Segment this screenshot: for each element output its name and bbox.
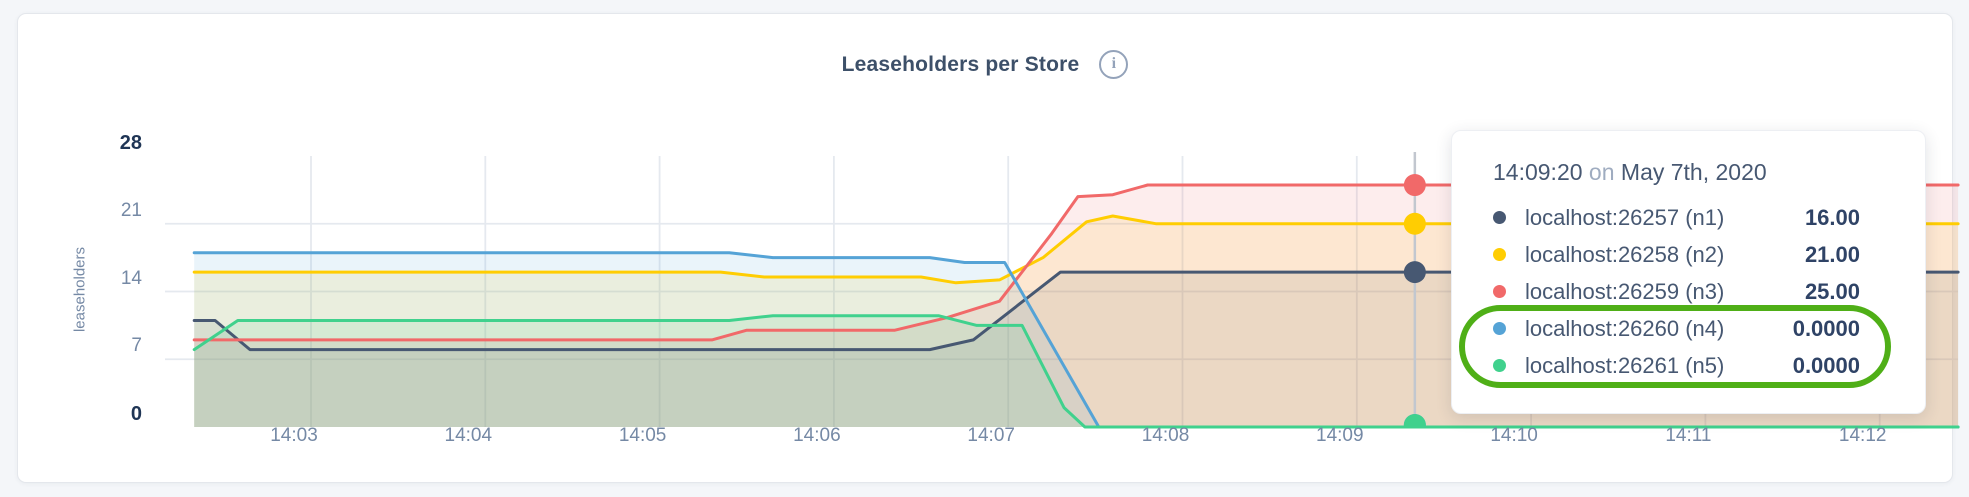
series-area xyxy=(194,315,1959,427)
tooltip-timestamp: 14:09:20 on May 7th, 2020 xyxy=(1493,157,1860,187)
y-tick-label: 14 xyxy=(120,267,142,289)
x-tick-label: 14:05 xyxy=(618,425,667,446)
series-value: 0.0000 xyxy=(1792,352,1860,378)
x-tick-label: 14:07 xyxy=(967,425,1015,446)
series-color-dot xyxy=(1493,285,1506,298)
tooltip-row: localhost:26258 (n2) 21.00 xyxy=(1493,236,1860,273)
series-line xyxy=(192,270,1960,352)
tooltip-row: localhost:26260 (n4) 0.0000 xyxy=(1493,310,1860,347)
series-line xyxy=(192,314,1960,429)
x-tick-label: 14:04 xyxy=(444,425,493,446)
series-name: localhost:26260 (n4) xyxy=(1525,315,1725,341)
series-name: localhost:26261 (n5) xyxy=(1525,352,1725,378)
hover-dot xyxy=(1403,414,1426,427)
tooltip-row: localhost:26261 (n5) 0.0000 xyxy=(1493,347,1860,384)
series-name: localhost:26258 (n2) xyxy=(1525,241,1725,267)
tooltip-rows: localhost:26257 (n1) 16.00 localhost:26258… xyxy=(1493,199,1860,384)
y-tick-label: 0 xyxy=(130,403,142,425)
series-color-dot xyxy=(1493,248,1506,261)
series-line xyxy=(192,251,1960,429)
hover-dot xyxy=(1403,174,1426,197)
tooltip-date: May 7th, 2020 xyxy=(1620,159,1767,185)
tooltip-connector: on xyxy=(1588,159,1615,185)
series-color-dot xyxy=(1493,359,1506,372)
chart-title: Leaseholders per Store xyxy=(841,52,1080,76)
x-tick-label: 14:12 xyxy=(1838,425,1887,446)
x-tick-label: 14:09 xyxy=(1316,425,1364,446)
series-name: localhost:26259 (n3) xyxy=(1525,278,1725,304)
chart-tooltip: 14:09:20 on May 7th, 2020 localhost:2625… xyxy=(1451,130,1926,414)
series-line xyxy=(192,183,1960,342)
x-tick-label: 14:11 xyxy=(1665,425,1712,446)
series-value: 21.00 xyxy=(1804,241,1860,267)
series-color-dot xyxy=(1493,211,1506,224)
y-tick-label: 28 xyxy=(119,132,142,154)
series-area xyxy=(194,252,1959,427)
x-tick-label: 14:06 xyxy=(793,425,841,446)
x-tick-label: 14:10 xyxy=(1490,425,1538,446)
chart-header: Leaseholders per Store i xyxy=(18,50,1952,79)
x-tick-label: 14:03 xyxy=(270,425,318,446)
hover-dot xyxy=(1403,261,1426,284)
tooltip-time: 14:09:20 xyxy=(1493,159,1583,185)
y-tick-label: 7 xyxy=(131,335,142,357)
series-color-dot xyxy=(1493,322,1506,335)
series-line xyxy=(192,214,1960,285)
info-icon[interactable]: i xyxy=(1099,50,1129,79)
series-value: 16.00 xyxy=(1804,204,1860,230)
series-value: 25.00 xyxy=(1804,278,1860,304)
tooltip-row: localhost:26257 (n1) 16.00 xyxy=(1493,199,1860,236)
tooltip-row: localhost:26259 (n3) 25.00 xyxy=(1493,273,1860,310)
series-name: localhost:26257 (n1) xyxy=(1525,204,1725,230)
x-tick-label: 14:08 xyxy=(1141,425,1190,446)
series-value: 0.0000 xyxy=(1792,315,1860,341)
y-tick-label: 21 xyxy=(120,199,142,221)
hover-dot xyxy=(1403,212,1426,235)
